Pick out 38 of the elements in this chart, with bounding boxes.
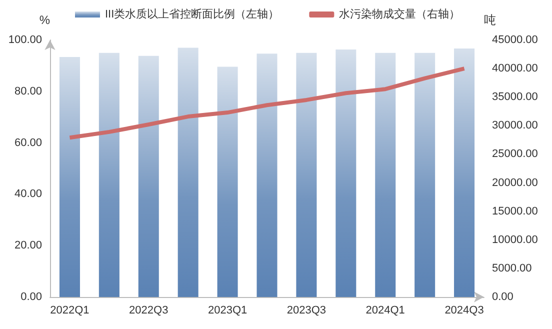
- y2-tick-label: 20000.00: [492, 176, 538, 189]
- bar: [256, 54, 278, 297]
- y2-tick-label: 5000.00: [492, 262, 532, 274]
- bar: [138, 56, 159, 297]
- x-tick-label: 2023Q3: [286, 304, 326, 316]
- y-tick-label: 0.00: [20, 291, 42, 303]
- y-tick-label: 80.00: [14, 85, 42, 98]
- bar: [375, 52, 396, 297]
- bar: [217, 66, 238, 297]
- y2-tick-label: 40000.00: [492, 62, 538, 75]
- bar: [98, 52, 120, 297]
- x-tick-label: 2022Q1: [50, 304, 90, 316]
- y-tick-label: 100.00: [8, 34, 42, 46]
- y-axis-title: %: [39, 13, 50, 27]
- x-tick-label: 2022Q3: [129, 304, 168, 316]
- bar: [178, 48, 198, 297]
- y2-tick-label: 25000.00: [492, 148, 538, 160]
- y-tick-label: 20.00: [14, 240, 42, 252]
- y-tick-label: 40.00: [14, 188, 42, 200]
- x-tick-label: 2024Q1: [366, 304, 405, 316]
- x-tick-label: 2023Q1: [208, 304, 248, 316]
- line-series: [68, 66, 466, 140]
- bar: [59, 56, 80, 297]
- legend-label: III类水质以上省控断面比例（左轴）: [105, 8, 280, 20]
- y-tick-label: 60.00: [14, 136, 42, 149]
- x-tick-label: 2024Q3: [444, 304, 484, 316]
- y2-axis-title: 吨: [484, 13, 496, 27]
- y2-tick-label: 15000.00: [492, 205, 538, 218]
- bar: [414, 52, 436, 297]
- bar: [336, 50, 356, 297]
- y2-tick-label: 0.00: [492, 291, 514, 303]
- y2-tick-label: 10000.00: [492, 234, 538, 246]
- y2-tick-label: 30000.00: [492, 120, 538, 132]
- bar: [454, 48, 475, 297]
- y2-tick-label: 45000.00: [492, 34, 538, 46]
- legend-label: 水污染物成交量（右轴）: [339, 8, 460, 20]
- y2-tick-label: 35000.00: [492, 91, 538, 104]
- bar: [296, 52, 317, 297]
